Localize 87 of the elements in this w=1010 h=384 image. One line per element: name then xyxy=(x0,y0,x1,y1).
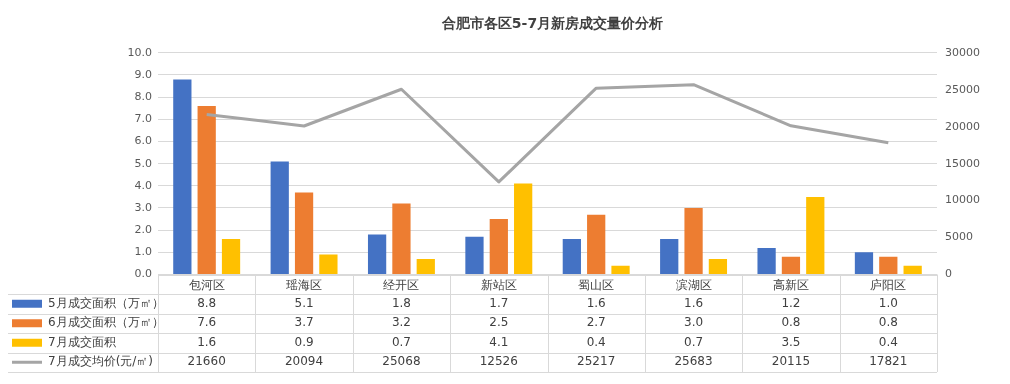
y-tick-label: 8.0 xyxy=(134,90,152,103)
y2-tick-label: 10000 xyxy=(945,193,980,207)
y2-tick-label: 30000 xyxy=(945,45,980,59)
legend-label: 7月成交面积 xyxy=(48,334,116,349)
bar xyxy=(879,256,898,274)
y-tick-label: 1.0 xyxy=(134,245,152,259)
data-label: 20094 xyxy=(284,354,324,369)
data-label: 0.4 xyxy=(878,334,898,349)
bar xyxy=(270,161,289,274)
y-tick-label: 2.0 xyxy=(134,223,152,237)
data-label: 12526 xyxy=(479,354,518,369)
data-label: 0.8 xyxy=(878,315,898,330)
bar xyxy=(684,207,703,274)
x-tick-label: 新站区 xyxy=(480,277,517,292)
bar xyxy=(489,219,508,274)
data-label: 0.8 xyxy=(781,315,801,330)
y2-tick-label: 0 xyxy=(945,267,952,281)
y-tick-label: 7.0 xyxy=(134,112,152,126)
bar xyxy=(294,192,314,274)
y-tick-label: 4.0 xyxy=(134,178,152,192)
data-label: 25217 xyxy=(577,354,616,369)
bar xyxy=(708,258,728,274)
data-label: 2.5 xyxy=(489,315,509,330)
y-tick-label: 9.0 xyxy=(134,67,152,81)
bar xyxy=(806,196,825,274)
data-label: 2.7 xyxy=(586,315,606,330)
data-label: 21660 xyxy=(187,354,226,369)
bar xyxy=(514,183,533,274)
data-label: 25683 xyxy=(674,354,713,369)
bar xyxy=(562,239,581,274)
y-tick-label: 0.0 xyxy=(134,267,152,281)
data-label: 7.6 xyxy=(197,315,217,330)
data-label: 0.7 xyxy=(684,334,704,349)
bar xyxy=(757,247,776,274)
data-label: 1.6 xyxy=(684,295,704,310)
y-tick-label: 10.0 xyxy=(127,45,152,59)
data-label: 1.8 xyxy=(391,295,411,310)
data-label: 3.5 xyxy=(781,334,801,349)
data-label: 0.9 xyxy=(294,334,314,349)
legend-label: 6月成交面积（万㎡） xyxy=(48,315,164,330)
x-tick-label: 包河区 xyxy=(188,277,225,292)
bar xyxy=(611,265,630,274)
bar xyxy=(416,258,435,274)
data-label: 25068 xyxy=(382,354,421,369)
x-tick-label: 高新区 xyxy=(772,277,809,292)
data-label: 1.2 xyxy=(781,295,801,310)
bar xyxy=(367,234,387,274)
data-label: 0.4 xyxy=(586,334,606,349)
data-label: 1.6 xyxy=(586,295,606,310)
bar xyxy=(465,236,484,274)
bar xyxy=(781,256,801,274)
x-tick-label: 滨湖区 xyxy=(675,277,712,292)
bar xyxy=(173,79,192,274)
data-label: 4.1 xyxy=(489,334,509,349)
x-tick-label: 瑶海区 xyxy=(286,277,323,292)
data-label: 1.7 xyxy=(489,295,509,310)
data-label: 3.7 xyxy=(294,315,314,330)
y-tick-label: 6.0 xyxy=(134,134,152,148)
x-tick-label: 经开区 xyxy=(383,277,420,292)
x-tick-label: 庐阳区 xyxy=(870,277,907,292)
data-label: 17821 xyxy=(869,354,908,369)
legend-label: 7月成交均价(元/㎡) xyxy=(48,354,154,369)
bar xyxy=(587,214,606,274)
bar xyxy=(903,265,922,274)
data-label: 8.8 xyxy=(197,295,217,310)
y2-tick-label: 5000 xyxy=(945,230,973,244)
data-label: 5.1 xyxy=(294,295,314,310)
data-label: 20115 xyxy=(771,354,811,369)
bar xyxy=(392,203,411,274)
y2-tick-label: 20000 xyxy=(945,119,980,133)
y-tick-label: 3.0 xyxy=(134,200,152,214)
data-label: 3.0 xyxy=(684,315,704,330)
x-tick-label: 蜀山区 xyxy=(578,277,615,292)
chart-title: 合肥市各区5-7月新房成交量价分析 xyxy=(440,15,664,32)
data-label: 1.6 xyxy=(197,334,217,349)
legend-label: 5月成交面积（万㎡） xyxy=(48,295,164,310)
y-tick-label: 5.0 xyxy=(134,156,152,170)
bar xyxy=(660,239,679,274)
y2-tick-label: 15000 xyxy=(945,156,980,170)
bar xyxy=(221,239,241,274)
y2-tick-label: 25000 xyxy=(945,82,980,96)
bar xyxy=(197,106,216,274)
bar xyxy=(319,254,338,274)
data-label: 3.2 xyxy=(391,315,411,330)
bar xyxy=(854,252,874,274)
data-label: 0.7 xyxy=(391,334,411,349)
data-label: 1.0 xyxy=(878,295,898,310)
